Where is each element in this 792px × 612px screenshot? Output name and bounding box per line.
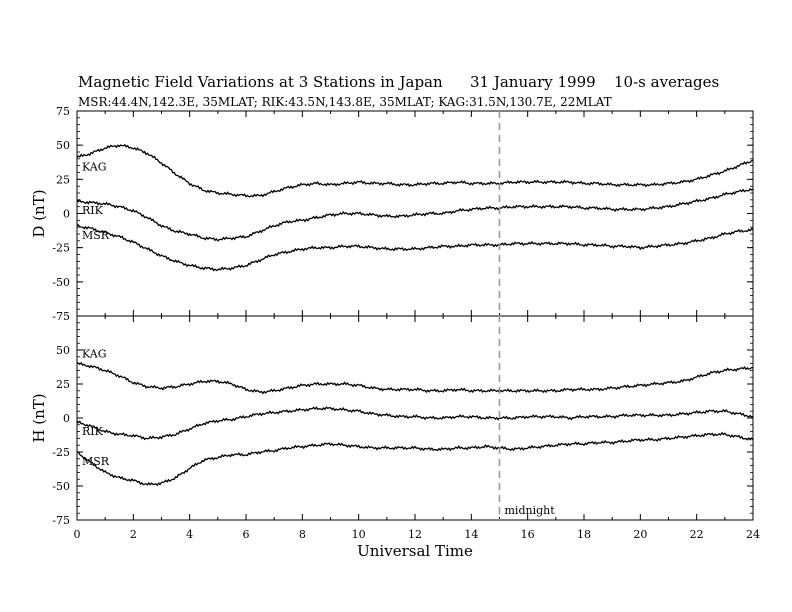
y-tick-label: -75 <box>52 310 70 323</box>
y-tick-label: 25 <box>56 173 70 186</box>
series-line-rik <box>76 187 754 242</box>
x-tick-label: 0 <box>74 528 81 541</box>
x-tick-label: 20 <box>633 528 647 541</box>
midnight-label: midnight <box>505 504 556 517</box>
x-tick-label: 18 <box>577 528 591 541</box>
series-line-kag <box>76 361 753 395</box>
chart-date: 31 January 1999 <box>470 73 596 91</box>
x-tick-label: 14 <box>464 528 478 541</box>
series-label-rik: RIK <box>82 204 104 217</box>
y-axis-label: H (nT) <box>30 393 48 442</box>
series-label-msr: MSR <box>82 455 110 468</box>
series-line-msr <box>76 431 754 487</box>
series-label-kag: KAG <box>82 348 107 361</box>
x-tick-label: 2 <box>130 528 137 541</box>
x-tick-label: 24 <box>746 528 760 541</box>
d-component-panel: 75 50 25 0 -25 -50 -75 D (nT) KAG RIK MSR <box>30 105 754 323</box>
y-tick-label: -75 <box>52 514 70 527</box>
x-tick-label: 6 <box>243 528 250 541</box>
y-tick-label: 75 <box>56 105 70 118</box>
panel-frame <box>76 110 754 317</box>
y-tick-label: -25 <box>52 242 70 255</box>
x-tick-label: 12 <box>408 528 422 541</box>
x-tick-label: 8 <box>299 528 306 541</box>
y-tick-label: 50 <box>56 344 70 357</box>
midnight-annotation: midnight <box>498 111 556 520</box>
panel-frame <box>76 315 754 521</box>
x-tick-label: 4 <box>186 528 193 541</box>
station-coordinates: MSR:44.4N,142.3E, 35MLAT; RIK:43.5N,143.… <box>78 95 612 109</box>
y-axis-label: D (nT) <box>30 189 48 237</box>
chart-title: Magnetic Field Variations at 3 Stations … <box>78 73 443 91</box>
series-line-msr <box>76 223 754 272</box>
series-line-rik <box>76 406 754 441</box>
x-axis-label: Universal Time <box>357 542 473 560</box>
x-tick-label: 22 <box>690 528 704 541</box>
y-tick-label: 50 <box>56 139 70 152</box>
y-tick-label: 0 <box>63 208 70 221</box>
h-component-panel: 50 25 0 -25 -50 -75 H (nT) KAG RIK MSR <box>30 315 754 527</box>
series-line-kag <box>76 144 754 198</box>
y-tick-label: 0 <box>63 412 70 425</box>
y-tick-label: -50 <box>52 276 70 289</box>
chart-averaging: 10-s averages <box>614 73 720 91</box>
x-tick-label: 16 <box>521 528 535 541</box>
y-tick-label: -25 <box>52 446 70 459</box>
y-tick-label: -50 <box>52 480 70 493</box>
series-label-msr: MSR <box>82 229 110 242</box>
x-tick-label: 10 <box>352 528 366 541</box>
y-tick-label: 25 <box>56 378 70 391</box>
series-label-kag: KAG <box>82 160 107 173</box>
series-label-rik: RIK <box>82 425 104 438</box>
